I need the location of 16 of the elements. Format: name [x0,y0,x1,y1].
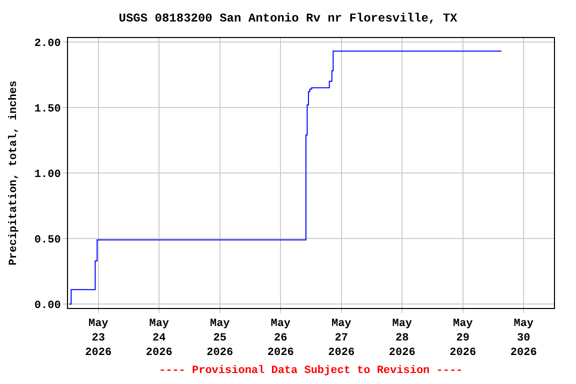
y-tick-label: 0.50 [34,234,61,246]
y-axis-title: Precipitation, total, inches [8,80,20,266]
x-tick-label: May 28 2026 [388,318,416,359]
x-tick-label: May 30 2026 [510,318,537,359]
chart-title: USGS 08183200 San Antonio Rv nr Floresville, TX [118,11,458,26]
x-tick-label: May 25 2026 [206,318,234,359]
x-tick-label: May 23 2026 [85,318,112,359]
y-tick-label: 0.00 [34,300,61,312]
text: ---- Provisional Data Subject to Revision ---- [159,365,463,377]
x-tick-label: May 29 2026 [450,318,476,359]
x-tick-label: May 24 2026 [146,318,172,359]
y-tick-label: 1.00 [34,168,61,181]
x-tick-label: May 27 2026 [328,318,355,359]
y-tick-label: 1.50 [34,103,61,116]
x-tick-label: May 26 2026 [267,318,294,359]
y-tick-label: 2.00 [34,38,61,50]
